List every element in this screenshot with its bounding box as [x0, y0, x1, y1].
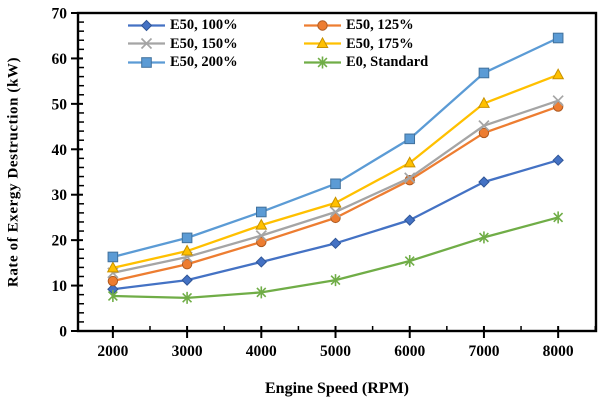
x-tick-label: 4000	[246, 343, 277, 360]
y-tick-label: 10	[52, 278, 68, 295]
legend-item-e50-175: E50, 175%	[304, 36, 428, 51]
y-tick-label: 0	[59, 324, 67, 341]
legend-key-triangle-icon	[304, 37, 341, 49]
legend-label: E50, 100%	[170, 17, 238, 34]
legend-key-asterisk-icon	[304, 56, 341, 69]
y-tick-label: 40	[52, 142, 68, 159]
series-e0-standard	[107, 211, 564, 304]
x-tick-label: 6000	[394, 343, 425, 360]
x-tick-label: 5000	[320, 343, 351, 360]
y-axis-title: Rate of Exergy Destruction (kW)	[5, 56, 22, 288]
legend-key-circle-icon	[304, 20, 341, 31]
series-e50-125	[107, 101, 564, 287]
legend-item-e0-standard: E0, Standard	[304, 55, 428, 70]
x-tick-label: 3000	[172, 343, 203, 360]
y-tick-label: 50	[52, 96, 68, 113]
y-tick-label: 20	[52, 233, 68, 250]
legend-key-diamond-icon	[128, 19, 165, 32]
legend-key-x-icon	[128, 38, 165, 50]
legend-item-e50-150: E50, 150%	[128, 36, 304, 51]
series-e50-150	[107, 95, 564, 279]
series-e50-100	[107, 154, 564, 295]
series-line-e50-125	[112, 105, 559, 283]
plot-border	[76, 11, 598, 333]
y-axis-tick-labels: 0 10 20 30 40 50 60 70	[52, 6, 68, 341]
legend-item-e50-125: E50, 125%	[304, 18, 428, 33]
y-tick-label: 70	[52, 6, 68, 23]
series-e50-200	[107, 32, 564, 263]
legend-label: E50, 150%	[170, 35, 238, 52]
x-tick-label: 8000	[543, 343, 574, 360]
x-axis-tick-labels: 2000 3000 4000 5000 6000 7000 8000	[97, 343, 574, 360]
legend-label: E50, 125%	[346, 17, 414, 34]
y-axis-ticks	[71, 12, 84, 332]
y-tick-label: 60	[52, 51, 68, 68]
x-tick-label: 2000	[97, 343, 128, 360]
y-tick-label: 30	[52, 187, 68, 204]
legend-item-e50-200: E50, 200%	[128, 55, 304, 70]
legend-label: E50, 200%	[170, 54, 238, 71]
legend-label: E0, Standard	[346, 54, 429, 71]
legend-item-e50-100: E50, 100%	[128, 18, 304, 33]
series-e50-175	[106, 68, 565, 273]
x-axis-title: Engine Speed (RPM)	[265, 380, 409, 397]
legend-label: E50, 175%	[346, 35, 414, 52]
x-axis-ticks	[111, 326, 597, 338]
legend: E50, 100% E50, 125% E50, 150% E50, 175% E50,…	[128, 16, 428, 72]
legend-key-square-icon	[128, 57, 165, 68]
x-tick-label: 7000	[468, 343, 499, 360]
